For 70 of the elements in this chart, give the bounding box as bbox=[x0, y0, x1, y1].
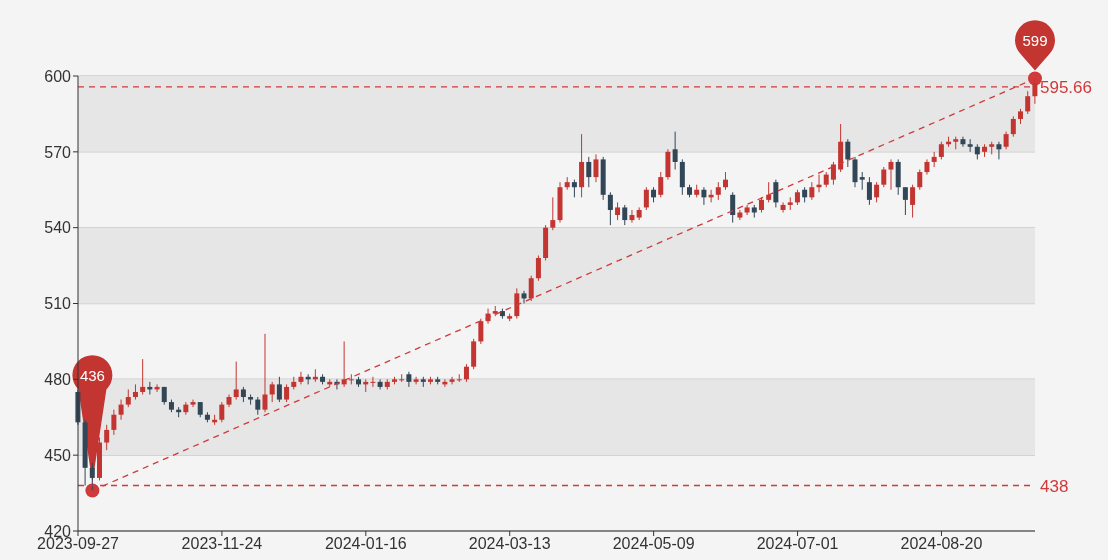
candlestick bbox=[622, 204, 628, 226]
candlestick bbox=[888, 158, 894, 191]
x-tick-label: 2024-05-09 bbox=[612, 535, 695, 553]
y-tick-label: 480 bbox=[44, 371, 72, 389]
candlestick bbox=[528, 275, 534, 302]
candlestick bbox=[737, 209, 743, 221]
candlestick bbox=[1032, 78, 1038, 105]
candlestick bbox=[550, 196, 556, 231]
candlestick bbox=[773, 179, 779, 208]
ref-line-label: 595.66 bbox=[1040, 78, 1092, 98]
candlestick bbox=[874, 181, 880, 203]
candlestick bbox=[262, 333, 268, 413]
candlestick bbox=[521, 290, 527, 304]
candlestick bbox=[917, 169, 923, 191]
y-tick-label: 510 bbox=[44, 295, 72, 313]
candlestick bbox=[1010, 115, 1016, 138]
candlestick bbox=[449, 376, 455, 385]
annotation: 599 bbox=[1022, 32, 1048, 50]
annotation: 436 bbox=[79, 366, 105, 384]
candlestick bbox=[730, 191, 736, 224]
candlestick bbox=[852, 156, 858, 188]
x-tick-label: 2024-07-01 bbox=[756, 535, 839, 553]
x-tick-label: 2024-03-13 bbox=[468, 535, 551, 553]
candlestick bbox=[370, 376, 376, 388]
candlestick bbox=[881, 166, 887, 188]
candlestick bbox=[233, 361, 239, 401]
candlestick bbox=[766, 181, 772, 203]
candlestick bbox=[830, 161, 836, 186]
candlestick bbox=[276, 376, 282, 403]
candlestick bbox=[298, 371, 304, 385]
candlestick bbox=[118, 399, 124, 421]
candlestick bbox=[219, 401, 225, 423]
candlestick bbox=[190, 399, 196, 408]
ref-line-label: 438 bbox=[1040, 476, 1069, 496]
candlestick bbox=[413, 376, 419, 385]
candlestick bbox=[672, 131, 678, 171]
y-tick-label: 540 bbox=[44, 219, 72, 237]
candlestick bbox=[701, 186, 707, 206]
y-tick-label: 600 bbox=[44, 67, 72, 85]
candlestick bbox=[593, 153, 599, 183]
candlestick bbox=[269, 381, 275, 403]
candlestick bbox=[89, 462, 95, 492]
y-tick-label: 570 bbox=[44, 143, 72, 161]
candlestick bbox=[902, 186, 908, 216]
candlestick bbox=[866, 176, 872, 206]
candlestick bbox=[967, 138, 973, 153]
candlestick bbox=[104, 424, 110, 451]
candlestick bbox=[996, 141, 1002, 160]
candlestick bbox=[140, 358, 146, 395]
candlestick bbox=[780, 201, 786, 213]
candlestick bbox=[658, 171, 664, 198]
candlestick bbox=[111, 409, 117, 436]
candlestick bbox=[1025, 90, 1031, 115]
candlestick bbox=[960, 136, 966, 148]
x-tick-label: 2024-01-16 bbox=[324, 535, 407, 553]
x-tick-label: 2023-11-24 bbox=[181, 535, 263, 553]
candlestick bbox=[845, 138, 851, 168]
candlestick bbox=[643, 186, 649, 211]
candlestick bbox=[406, 371, 412, 388]
candlestick bbox=[514, 287, 520, 320]
x-tick-label: 2024-08-20 bbox=[900, 535, 983, 553]
candlestick bbox=[629, 209, 635, 224]
candlestick bbox=[607, 191, 613, 226]
candlestick bbox=[478, 318, 484, 345]
candlestick bbox=[535, 254, 541, 282]
candlestick bbox=[377, 378, 383, 390]
candlestick bbox=[348, 373, 354, 385]
candlestick bbox=[910, 184, 916, 219]
y-tick-label: 450 bbox=[44, 446, 72, 464]
candlestick bbox=[586, 156, 592, 188]
